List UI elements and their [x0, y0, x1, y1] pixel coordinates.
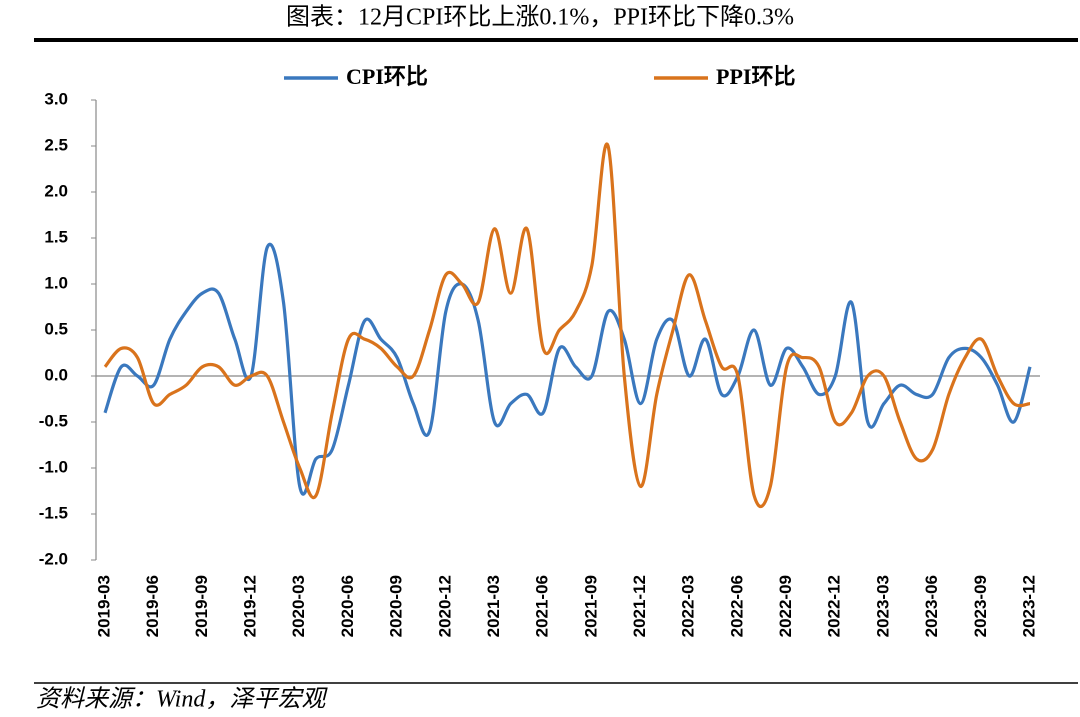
y-tick-label: 2.5	[44, 135, 68, 154]
x-tick-label: 2019-09	[192, 575, 211, 637]
x-tick-label: 2019-06	[143, 575, 162, 637]
y-tick-label: 3.0	[44, 89, 68, 108]
x-tick-label: 2022-12	[825, 575, 844, 637]
x-tick-label: 2023-03	[873, 575, 892, 637]
series-line	[103, 142, 1031, 509]
x-tick-label: 2021-03	[484, 575, 503, 637]
x-tick-label: 2021-09	[581, 575, 600, 637]
title-rule	[34, 38, 1078, 42]
x-tick-label: 2019-03	[94, 575, 113, 637]
y-tick-label: 0.0	[44, 365, 68, 384]
y-tick-label: 1.5	[44, 227, 68, 246]
y-tick-label: 2.0	[44, 181, 68, 200]
x-tick-label: 2021-12	[630, 575, 649, 637]
x-tick-label: 2023-06	[922, 575, 941, 637]
x-tick-label: 2022-03	[679, 575, 698, 637]
x-tick-label: 2020-06	[338, 575, 357, 637]
legend-label: PPI环比	[716, 64, 795, 89]
x-tick-label: 2023-12	[1019, 575, 1038, 637]
x-tick-label: 2021-06	[533, 575, 552, 637]
x-tick-label: 2022-06	[727, 575, 746, 637]
source-note: 资料来源：Wind，泽平宏观	[36, 686, 328, 713]
x-tick-label: 2020-09	[387, 575, 406, 637]
y-tick-label: -1.0	[39, 457, 68, 476]
y-tick-label: -2.0	[39, 549, 68, 568]
x-tick-label: 2020-12	[435, 575, 454, 637]
x-tick-label: 2019-12	[241, 575, 260, 637]
x-tick-label: 2020-03	[289, 575, 308, 637]
y-tick-label: 1.0	[44, 273, 68, 292]
series-line	[103, 242, 1032, 496]
x-tick-label: 2022-09	[776, 575, 795, 637]
y-tick-label: -1.5	[39, 503, 68, 522]
x-tick-label: 2023-09	[971, 575, 990, 637]
y-tick-label: -0.5	[39, 411, 68, 430]
chart-title: 图表：12月CPI环比上涨0.1%，PPI环比下降0.3%	[286, 4, 794, 31]
y-tick-label: 0.5	[44, 319, 68, 338]
legend-label: CPI环比	[346, 64, 428, 89]
